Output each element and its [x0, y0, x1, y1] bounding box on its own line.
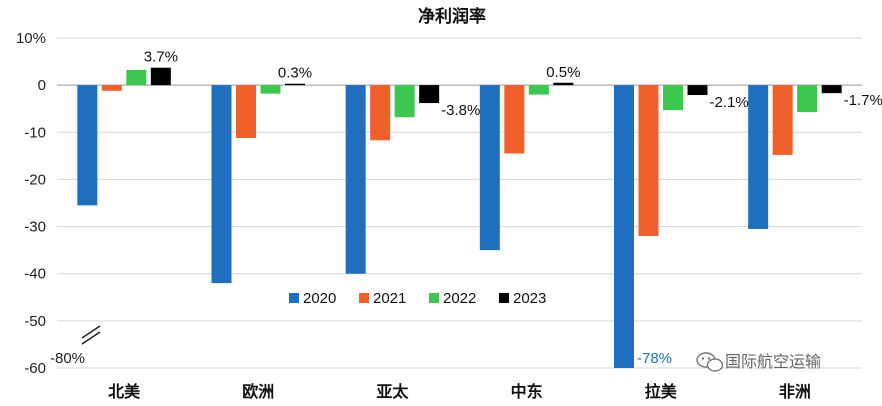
y-tick-label: -50: [24, 313, 46, 330]
data-labels: 3.7% 0.3% -3.8% 0.5% -2.1% -1.7% -78%: [144, 49, 882, 367]
y-tick-label: -10: [24, 124, 46, 141]
bar-2021-2: [236, 85, 256, 138]
y-tick-label: -20: [24, 171, 46, 188]
data-label: -1.7%: [844, 92, 882, 109]
bars: [77, 67, 842, 369]
legend-swatch: [499, 293, 509, 303]
legend: 2020 2021 2022 2023: [289, 290, 546, 307]
bar-2023-2: [285, 83, 305, 86]
data-label: -78%: [637, 350, 672, 367]
legend-swatch: [429, 293, 439, 303]
category-label: 中东: [511, 382, 543, 401]
data-label: 0.5%: [546, 64, 580, 81]
bar-2020-3: [345, 85, 366, 274]
legend-swatch: [359, 293, 369, 303]
bar-2023-5: [687, 85, 708, 96]
legend-label: 2021: [373, 290, 406, 307]
legend-label: 2023: [513, 290, 546, 307]
bar-2020-2: [211, 85, 232, 284]
category-label: 欧洲: [242, 382, 274, 401]
bar-2020-4: [479, 85, 500, 251]
bar-2022-4: [528, 85, 549, 95]
legend-swatch: [289, 293, 299, 303]
bar-2021-4: [504, 85, 525, 154]
bar-2022-5: [663, 85, 683, 111]
bar-2021-5: [638, 85, 659, 237]
y-tick-label: -30: [24, 219, 46, 236]
watermark-text: 国际航空运输: [725, 352, 821, 371]
category-label: 亚太: [376, 382, 409, 401]
legend-label: 2022: [443, 290, 476, 307]
watermark: 国际航空运输: [696, 352, 821, 372]
bar-2021-3: [370, 85, 391, 141]
bar-2023-4: [553, 82, 574, 86]
data-label: -3.8%: [441, 102, 480, 119]
axis-break-mark: [81, 331, 101, 345]
category-labels: 北美 欧洲 亚太 中东 拉美 非洲: [108, 382, 811, 401]
axis-break-label: -80%: [50, 350, 85, 367]
category-label: 非洲: [779, 382, 811, 401]
chart-title: 净利润率: [418, 6, 486, 27]
bar-2023-6: [821, 85, 842, 94]
y-tick-label: 0: [38, 77, 46, 94]
category-label: 北美: [108, 382, 141, 401]
gridlines: [57, 37, 862, 369]
bar-2021-1: [101, 85, 122, 91]
bar-2023-3: [419, 85, 440, 104]
axis-break-mark: [81, 325, 101, 339]
legend-label: 2020: [303, 290, 336, 307]
bar-2020-5: [614, 85, 634, 369]
data-label: -2.1%: [710, 94, 749, 111]
y-tick-label: 10%: [16, 30, 46, 47]
y-axis-ticks: 10% 0 -10 -20 -30 -40 -50 -60: [16, 30, 46, 377]
y-tick-label: -60: [24, 360, 46, 377]
data-label: 0.3%: [278, 65, 312, 82]
category-label: 拉美: [645, 382, 678, 401]
bar-2021-6: [772, 85, 793, 155]
data-label: 3.7%: [144, 49, 178, 66]
wechat-icon: [696, 352, 724, 372]
bar-2022-3: [394, 85, 415, 118]
bar-2022-2: [260, 85, 281, 94]
axis-break: -80%: [50, 325, 101, 367]
bar-2020-6: [748, 85, 769, 229]
bar-2020-1: [77, 85, 98, 206]
y-tick-label: -40: [24, 266, 46, 283]
bar-2022-6: [797, 85, 818, 113]
bar-2023-1: [150, 67, 171, 86]
bar-2022-1: [126, 70, 147, 86]
